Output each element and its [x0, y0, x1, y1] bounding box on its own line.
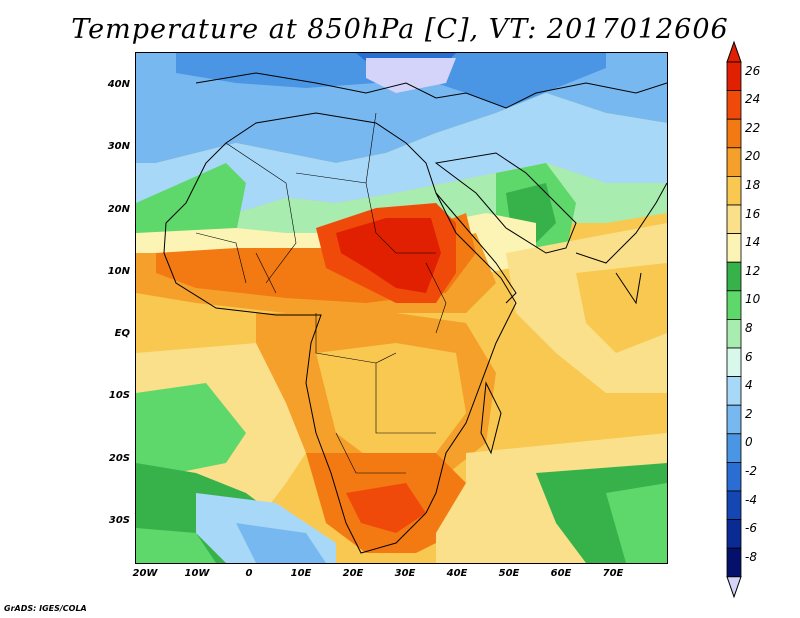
lon-label-40e: 40E: [446, 568, 468, 579]
field-indian-18: [576, 263, 667, 353]
colorbar-label: 18: [745, 178, 761, 192]
colorbar-segment: [726, 204, 742, 235]
colorbar-segment: [726, 318, 742, 349]
colorbar-label: 6: [745, 349, 753, 364]
colorbar-label: -4: [745, 492, 757, 507]
colorbar-label: 24: [745, 92, 761, 107]
colorbar-label: 12: [745, 263, 761, 278]
colorbar-label: 14: [745, 235, 761, 250]
lat-label-eq: EQ: [114, 328, 130, 339]
field-sahara-6: [136, 93, 667, 213]
colorbar-label: -8: [745, 549, 757, 564]
lon-label-60e: 60E: [550, 568, 572, 579]
lat-label-10s: 10S: [108, 390, 130, 401]
lat-label-30s: 30S: [108, 515, 130, 526]
field-south-24: [346, 483, 426, 533]
lon-label-30e: 30E: [394, 568, 416, 579]
colorbar-label: 0: [745, 435, 753, 450]
coastlines: [163, 72, 667, 554]
credit-text: GrADS: IGES/COLA: [4, 604, 87, 613]
colorbar-svg: [726, 40, 742, 599]
colorbar-segment: [726, 61, 742, 92]
colorbar-over-triangle: [726, 40, 742, 63]
lon-label-70e: 70E: [602, 568, 624, 579]
colorbar-label: 8: [745, 321, 753, 335]
field-aegean-cold: [366, 58, 456, 93]
field-med-0: [436, 53, 606, 108]
colorbar-label: 10: [745, 292, 761, 307]
colorbar-segment: [726, 547, 742, 578]
lat-label-40n: 40N: [107, 79, 130, 90]
colorbar-segment: [726, 233, 742, 263]
colorbar-segment: [726, 404, 742, 435]
lon-label-20w: 20W: [132, 568, 158, 579]
colorbar-segment: [726, 519, 742, 549]
colorbar-label: 2: [745, 406, 753, 421]
lat-label-20s: 20S: [108, 453, 130, 464]
field-26: [336, 218, 441, 293]
colorbar-label: 26: [745, 63, 761, 78]
field-satl-4: [236, 523, 326, 563]
field-satl-10: [136, 383, 246, 473]
colorbar-segment: [726, 433, 742, 463]
colorbar-label: 20: [745, 149, 761, 164]
lat-label-10n: 10N: [107, 266, 130, 277]
colorbar-segment: [726, 376, 742, 406]
colorbar-label: -6: [745, 521, 757, 536]
colorbar-segment: [726, 461, 742, 492]
lat-label-30n: 30N: [107, 141, 130, 152]
colorbar-segment: [726, 147, 742, 177]
lon-label-10e: 10E: [290, 568, 312, 579]
field-sio-10: [606, 483, 667, 563]
lon-label-10w: 10W: [184, 568, 210, 579]
lat-label-20n: 20N: [107, 204, 130, 215]
colorbar-segment: [726, 118, 742, 149]
colorbar-label: 4: [745, 378, 753, 393]
lon-label-20e: 20E: [342, 568, 364, 579]
field-satl-10b: [136, 528, 216, 563]
temperature-map: [135, 52, 668, 564]
colorbar-segment: [726, 261, 742, 292]
colorbar-label: -2: [745, 464, 757, 478]
colorbar-label: 16: [745, 206, 761, 221]
chart-title: Temperature at 850hPa [C], VT: 201701260…: [71, 14, 729, 45]
lon-label-0: 0: [245, 568, 253, 579]
country-borders: [195, 112, 447, 474]
colorbar-under-triangle: [726, 576, 742, 599]
lon-label-50e: 50E: [498, 568, 520, 579]
colorbar-segment: [726, 490, 742, 521]
colorbar-segment: [726, 90, 742, 120]
colorbar-segment: [726, 347, 742, 378]
colorbar-segment: [726, 290, 742, 320]
colorbar-segment: [726, 175, 742, 206]
map-canvas: [136, 53, 667, 563]
colorbar-label: 22: [745, 120, 761, 135]
